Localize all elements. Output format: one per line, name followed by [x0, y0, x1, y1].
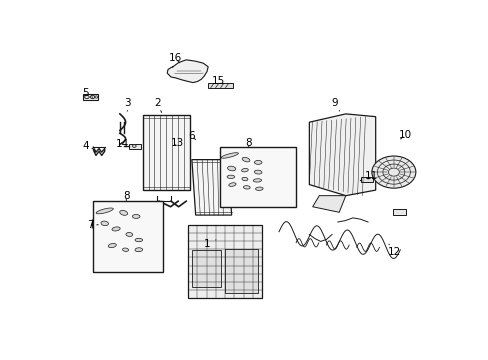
- Polygon shape: [167, 60, 208, 82]
- Text: 8: 8: [123, 191, 129, 201]
- Ellipse shape: [135, 238, 142, 242]
- Text: 14: 14: [116, 139, 129, 149]
- Ellipse shape: [242, 157, 249, 162]
- Bar: [188, 225, 262, 298]
- Bar: [129, 144, 141, 149]
- Bar: [93, 201, 163, 272]
- Text: 3: 3: [124, 98, 130, 111]
- Ellipse shape: [254, 170, 262, 174]
- Ellipse shape: [132, 215, 140, 219]
- Text: 2: 2: [154, 98, 161, 112]
- Polygon shape: [312, 195, 345, 212]
- Ellipse shape: [108, 243, 116, 248]
- Text: 9: 9: [331, 98, 339, 111]
- Circle shape: [90, 95, 95, 99]
- Text: 10: 10: [398, 130, 411, 140]
- Ellipse shape: [227, 166, 235, 171]
- Text: 11: 11: [364, 171, 377, 181]
- Text: 4: 4: [82, 141, 92, 151]
- Text: 7: 7: [87, 220, 98, 230]
- Ellipse shape: [254, 161, 262, 164]
- Bar: [142, 115, 189, 190]
- Text: 16: 16: [169, 53, 182, 63]
- Ellipse shape: [228, 183, 236, 186]
- Ellipse shape: [241, 168, 248, 172]
- Ellipse shape: [120, 210, 127, 215]
- Text: 5: 5: [82, 88, 92, 98]
- Text: 13: 13: [171, 138, 184, 148]
- Circle shape: [371, 156, 415, 188]
- Bar: [220, 147, 296, 207]
- Ellipse shape: [253, 179, 261, 182]
- Text: 6: 6: [188, 131, 195, 141]
- Ellipse shape: [221, 153, 238, 158]
- Bar: [224, 249, 258, 293]
- Circle shape: [84, 95, 89, 99]
- Ellipse shape: [101, 221, 108, 226]
- Text: 8: 8: [245, 138, 251, 148]
- Ellipse shape: [126, 233, 132, 237]
- Ellipse shape: [243, 186, 250, 189]
- Ellipse shape: [226, 175, 234, 179]
- Ellipse shape: [255, 187, 263, 190]
- Ellipse shape: [135, 248, 142, 252]
- Bar: [361, 177, 372, 183]
- Text: 12: 12: [387, 244, 401, 257]
- Ellipse shape: [242, 177, 247, 181]
- Text: 1: 1: [203, 239, 216, 249]
- Polygon shape: [309, 114, 375, 195]
- Ellipse shape: [96, 208, 113, 214]
- Ellipse shape: [112, 227, 120, 231]
- Bar: [191, 251, 221, 287]
- Polygon shape: [191, 159, 231, 215]
- Ellipse shape: [122, 248, 128, 251]
- Bar: [83, 94, 98, 100]
- Text: 15: 15: [211, 76, 224, 86]
- Circle shape: [132, 145, 136, 148]
- Bar: [392, 209, 405, 215]
- Bar: [208, 84, 232, 87]
